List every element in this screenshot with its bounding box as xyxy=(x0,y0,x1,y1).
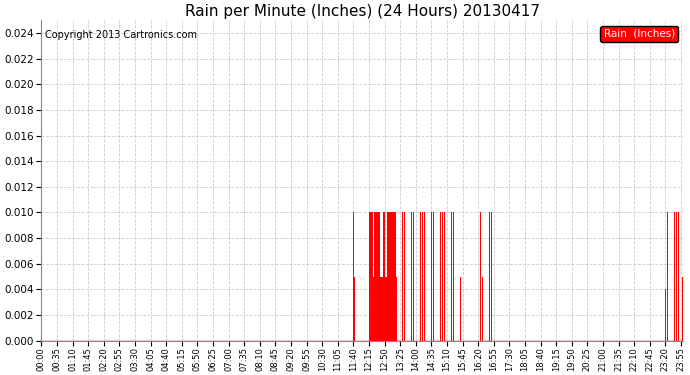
Text: Copyright 2013 Cartronics.com: Copyright 2013 Cartronics.com xyxy=(45,30,197,40)
Legend: Rain  (Inches): Rain (Inches) xyxy=(600,26,678,42)
Title: Rain per Minute (Inches) (24 Hours) 20130417: Rain per Minute (Inches) (24 Hours) 2013… xyxy=(185,4,540,19)
